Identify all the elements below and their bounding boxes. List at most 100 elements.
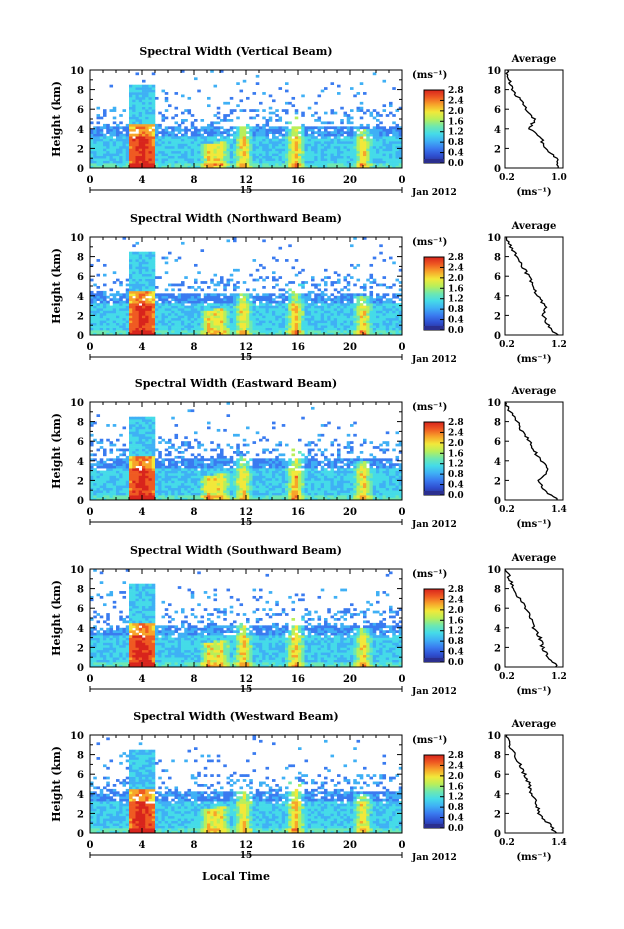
heatmap-cell xyxy=(197,158,201,161)
heatmap-cell xyxy=(145,94,149,98)
heatmap-cell xyxy=(246,305,250,309)
heatmap-cell xyxy=(135,104,140,108)
heatmap-cell xyxy=(233,143,237,147)
heatmap-cell xyxy=(337,128,341,132)
heatmap-cell xyxy=(96,330,101,333)
heatmap-cell xyxy=(164,300,169,304)
heatmap-cell xyxy=(142,465,146,469)
heatmap-cell xyxy=(340,312,344,316)
heatmap-cell xyxy=(382,315,387,319)
heatmap-cell xyxy=(220,332,224,336)
heatmap-cell xyxy=(109,153,114,157)
y-tick-label: 2 xyxy=(77,311,84,322)
heatmap-cell xyxy=(138,131,143,134)
heatmap-cell xyxy=(200,158,205,161)
heatmap-cell xyxy=(116,148,120,152)
heatmap-cell xyxy=(281,141,286,144)
heatmap-cell xyxy=(138,286,143,289)
heatmap-cell xyxy=(148,276,153,279)
heatmap-cell xyxy=(265,295,270,299)
heatmap-cell xyxy=(314,119,318,122)
heatmap-cell xyxy=(138,104,143,108)
heatmap-cell xyxy=(125,473,130,476)
heatmap-cell xyxy=(155,153,159,157)
x-tick-label: 20 xyxy=(343,175,357,186)
heatmap-cell xyxy=(158,141,162,144)
heatmap-cell xyxy=(229,143,234,147)
heatmap-cell xyxy=(330,310,335,314)
heatmap-cell xyxy=(184,293,188,297)
heatmap-cell xyxy=(346,143,351,147)
heatmap-cell xyxy=(96,298,101,301)
heatmap-cell xyxy=(236,116,240,120)
heatmap-cell xyxy=(174,460,179,464)
heatmap-cell xyxy=(99,148,104,152)
heatmap-cell xyxy=(168,315,172,319)
heatmap-cell xyxy=(148,453,153,457)
heatmap-cell xyxy=(181,148,185,152)
heatmap-cell xyxy=(236,145,240,149)
heatmap-cell xyxy=(106,163,110,166)
heatmap-cell xyxy=(161,322,166,326)
heatmap-cell xyxy=(151,128,156,132)
heatmap-cell xyxy=(288,138,292,142)
heatmap-cell xyxy=(164,271,169,275)
heatmap-cell xyxy=(236,131,240,134)
heatmap-cell xyxy=(346,332,351,336)
heatmap-cell xyxy=(385,312,390,316)
heatmap-cell xyxy=(168,446,172,449)
heatmap-cell xyxy=(181,487,185,491)
heatmap-cell xyxy=(164,163,169,166)
heatmap-cell xyxy=(158,295,162,299)
heatmap-cell xyxy=(353,322,357,326)
heatmap-cell xyxy=(272,322,276,326)
heatmap-cell xyxy=(138,123,143,127)
heatmap-cell xyxy=(158,463,162,466)
heatmap-cell xyxy=(99,141,104,144)
heatmap-cell xyxy=(210,310,214,314)
heatmap-cell xyxy=(200,300,205,304)
heatmap-cell xyxy=(174,332,179,336)
heatmap-cell xyxy=(200,145,205,149)
heatmap-cell xyxy=(366,325,370,328)
heatmap-cell xyxy=(242,143,247,147)
heatmap-cell xyxy=(278,312,283,316)
heatmap-cell xyxy=(272,286,276,289)
heatmap-cell xyxy=(242,163,247,166)
heatmap-cell xyxy=(129,332,133,336)
heatmap-cell xyxy=(96,441,101,444)
heatmap-cell xyxy=(129,92,133,95)
heatmap-cell xyxy=(246,148,250,152)
heatmap-cell xyxy=(132,308,136,311)
heatmap-cell xyxy=(119,485,123,489)
heatmap-cell xyxy=(239,322,244,326)
heatmap-cell xyxy=(151,87,156,90)
heatmap-cell xyxy=(317,288,322,292)
heatmap-cell xyxy=(311,163,315,166)
heatmap-cell xyxy=(96,460,101,464)
heatmap-cell xyxy=(382,305,387,309)
heatmap-cell xyxy=(265,150,270,154)
heatmap-cell xyxy=(145,315,149,319)
heatmap-cell xyxy=(90,165,94,169)
heatmap-cell xyxy=(145,327,149,331)
heatmap-cell xyxy=(272,330,276,333)
heatmap-cell xyxy=(99,463,104,466)
heatmap-cell xyxy=(109,109,114,112)
heatmap-cell xyxy=(324,298,328,301)
heatmap-cell xyxy=(187,458,192,462)
heatmap-cell xyxy=(99,315,104,319)
heatmap-cell xyxy=(320,163,325,166)
heatmap-cell xyxy=(200,138,205,142)
heatmap-cell xyxy=(366,150,370,154)
heatmap-cell xyxy=(161,330,166,333)
heatmap-cell xyxy=(119,145,123,149)
heatmap-cell xyxy=(142,463,146,466)
heatmap-cell xyxy=(112,281,117,284)
heatmap-cell xyxy=(135,114,140,117)
heatmap-cell xyxy=(109,441,114,444)
heatmap-cell xyxy=(275,145,279,149)
heatmap-cell xyxy=(177,148,182,152)
heatmap-cell xyxy=(148,153,153,157)
heatmap-cell xyxy=(122,468,127,471)
